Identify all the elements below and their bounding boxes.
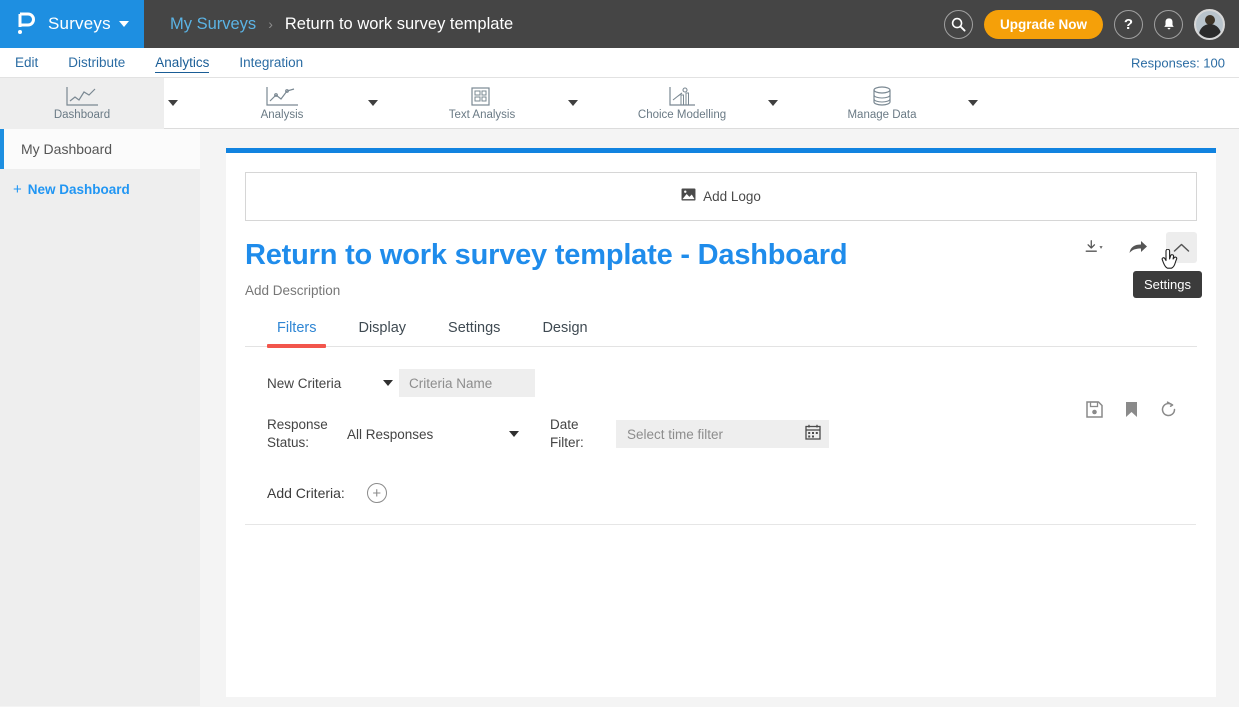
chevron-down-icon	[509, 431, 519, 437]
response-status-value: All Responses	[347, 426, 434, 442]
question-mark-icon[interactable]: ?	[1114, 9, 1143, 39]
ribbon-label-text-analysis: Text Analysis	[448, 108, 516, 121]
chevron-up-icon[interactable]	[1166, 232, 1197, 263]
chevron-down-icon	[383, 380, 393, 386]
dashboard-sidebar: My Dashboard + New Dashboard	[0, 129, 200, 706]
criteria-row: New Criteria	[245, 369, 1197, 397]
breadcrumb-separator-icon: ›	[268, 16, 273, 32]
card-action-toolbar	[1078, 232, 1197, 263]
sidebar-item-my-dashboard[interactable]: My Dashboard	[0, 129, 200, 169]
add-description-field[interactable]: Add Description	[245, 283, 341, 298]
reset-icon[interactable]	[1160, 401, 1177, 423]
breadcrumb-parent-link[interactable]: My Surveys	[170, 14, 257, 33]
ribbon-tool-dashboard[interactable]: Dashboard	[0, 77, 200, 129]
nav-item-distribute[interactable]: Distribute	[68, 55, 126, 70]
chevron-down-icon[interactable]	[118, 21, 129, 27]
dashboard-content: Add Logo Return to work survey template …	[200, 129, 1239, 706]
analytics-ribbon: Dashboard Analysis	[0, 77, 1239, 129]
tab-design[interactable]: Design	[542, 320, 588, 336]
database-icon	[869, 85, 895, 107]
settings-tooltip: Settings	[1133, 271, 1202, 298]
user-avatar[interactable]	[1194, 8, 1225, 40]
ribbon-tool-choice-modelling[interactable]: Choice Modelling	[600, 78, 800, 128]
brand-area[interactable]: Surveys	[0, 0, 144, 48]
avatar-body	[1198, 23, 1221, 38]
text-analysis-caret-icon[interactable]	[568, 100, 578, 106]
scatter-chart-icon	[265, 86, 299, 107]
bookmark-icon[interactable]	[1125, 401, 1138, 423]
add-logo-box[interactable]: Add Logo	[245, 172, 1197, 221]
manage-data-caret-icon[interactable]	[968, 100, 978, 106]
nav-item-edit[interactable]: Edit	[15, 55, 39, 70]
line-chart-icon	[65, 86, 99, 107]
breadcrumb: My Surveys › Return to work survey templ…	[170, 15, 513, 34]
response-status-select[interactable]: All Responses	[347, 427, 519, 442]
dashboard-tabs: Filters Display Settings Design	[245, 320, 1197, 348]
responses-count: Responses: 100	[1131, 55, 1225, 70]
response-status-row: Response Status: All Responses Date Filt…	[245, 416, 1197, 452]
analysis-caret-icon[interactable]	[368, 100, 378, 106]
page-title[interactable]: Return to work survey template - Dashboa…	[245, 239, 848, 271]
dashboard-card: Add Logo Return to work survey template …	[226, 148, 1216, 697]
nav-item-integration[interactable]: Integration	[239, 55, 304, 70]
download-icon[interactable]	[1078, 232, 1109, 263]
new-criteria-value: New Criteria	[267, 375, 342, 391]
ribbon-label-choice-modelling: Choice Modelling	[637, 108, 727, 121]
breadcrumb-current: Return to work survey template	[284, 14, 514, 33]
plus-icon: +	[13, 180, 22, 198]
ribbon-tool-manage-data[interactable]: Manage Data	[800, 78, 1000, 128]
upgrade-now-button[interactable]: Upgrade Now	[983, 9, 1103, 39]
response-status-label: Response Status:	[267, 417, 328, 450]
bar-scatter-icon	[667, 86, 697, 107]
add-criteria-row: Add Criteria: +	[245, 483, 1196, 525]
share-icon[interactable]	[1122, 232, 1153, 263]
avatar-head	[1204, 14, 1215, 25]
brand-name: Surveys	[48, 14, 111, 33]
header-actions: Upgrade Now ?	[943, 0, 1225, 48]
search-icon[interactable]	[943, 9, 973, 39]
document-grid-icon	[469, 86, 495, 107]
body-wrapper: My Dashboard + New Dashboard Add Logo Re…	[0, 129, 1239, 706]
ribbon-tool-text-analysis[interactable]: Text Analysis	[400, 78, 600, 128]
image-icon	[681, 187, 696, 206]
sidebar-item-label: My Dashboard	[21, 141, 113, 157]
filters-panel: New Criteria	[245, 369, 1197, 525]
tab-filters[interactable]: Filters	[256, 320, 337, 348]
criteria-name-input[interactable]	[399, 369, 535, 397]
new-dashboard-button[interactable]: + New Dashboard	[0, 169, 200, 209]
nav-item-analytics[interactable]: Analytics	[155, 53, 210, 73]
ribbon-tool-analysis[interactable]: Analysis	[200, 78, 400, 128]
dashboard-caret-icon[interactable]	[168, 100, 178, 106]
ribbon-label-dashboard: Dashboard	[53, 108, 111, 121]
tab-display[interactable]: Display	[358, 320, 407, 336]
tab-settings[interactable]: Settings	[448, 320, 501, 336]
save-floppy-icon[interactable]	[1086, 401, 1103, 423]
add-criteria-label: Add Criteria:	[267, 485, 345, 501]
new-dashboard-label: New Dashboard	[27, 181, 130, 197]
date-filter-input[interactable]: Select time filter	[616, 420, 829, 448]
calendar-icon[interactable]	[805, 424, 821, 445]
choice-modelling-caret-icon[interactable]	[768, 100, 778, 106]
add-logo-label: Add Logo	[703, 189, 761, 204]
plus-circle-icon[interactable]: +	[366, 483, 387, 503]
bell-icon[interactable]	[1154, 9, 1183, 39]
top-header-bar: Surveys My Surveys › Return to work surv…	[0, 0, 1239, 48]
proprofs-p-logo-icon	[16, 12, 38, 36]
new-criteria-select[interactable]: New Criteria	[267, 376, 399, 391]
ribbon-label-analysis: Analysis	[260, 108, 304, 121]
date-filter-placeholder: Select time filter	[627, 426, 724, 442]
filter-save-actions	[1086, 401, 1177, 423]
ribbon-label-manage-data: Manage Data	[847, 108, 917, 121]
date-filter-label: Date Filter:	[550, 417, 584, 450]
primary-nav: Edit Distribute Analytics Integration Re…	[0, 48, 1239, 78]
